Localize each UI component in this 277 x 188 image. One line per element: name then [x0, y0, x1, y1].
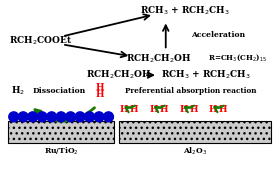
Text: RCH$_2$COOEt: RCH$_2$COOEt	[9, 34, 72, 47]
Circle shape	[47, 112, 57, 122]
Text: RCH$_3$ + RCH$_2$CH$_3$: RCH$_3$ + RCH$_2$CH$_3$	[140, 4, 230, 17]
Text: H: H	[219, 105, 227, 114]
Circle shape	[9, 112, 19, 122]
Circle shape	[94, 112, 104, 122]
Text: H: H	[130, 105, 138, 114]
Text: H: H	[179, 105, 188, 114]
Text: RCH$_2$CH$_2$OH: RCH$_2$CH$_2$OH	[86, 69, 151, 81]
Text: R=CH$_3$(CH$_2$)$_{15}$: R=CH$_3$(CH$_2$)$_{15}$	[208, 53, 267, 64]
Circle shape	[75, 112, 85, 122]
Text: Acceleration: Acceleration	[191, 31, 245, 39]
Text: H: H	[95, 90, 104, 99]
Bar	[119, 121, 271, 143]
Text: H: H	[120, 105, 129, 114]
Text: H: H	[150, 105, 158, 114]
Text: H$_2$: H$_2$	[11, 85, 25, 97]
Circle shape	[56, 112, 66, 122]
Circle shape	[104, 112, 113, 122]
Bar	[8, 121, 114, 143]
Text: H: H	[209, 105, 217, 114]
Circle shape	[18, 112, 28, 122]
Circle shape	[37, 112, 47, 122]
Text: Dissociation: Dissociation	[32, 87, 86, 95]
Circle shape	[84, 112, 94, 122]
Text: RCH$_2$CH$_2$OH: RCH$_2$CH$_2$OH	[126, 52, 192, 64]
Text: Al$_2$O$_3$: Al$_2$O$_3$	[183, 146, 207, 157]
Text: H: H	[160, 105, 168, 114]
Text: H: H	[95, 83, 104, 92]
Circle shape	[28, 112, 38, 122]
Text: Ru/TiO$_2$: Ru/TiO$_2$	[44, 146, 79, 157]
Text: RCH$_3$ + RCH$_2$CH$_3$: RCH$_3$ + RCH$_2$CH$_3$	[161, 69, 251, 81]
Text: Preferential absorption reaction: Preferential absorption reaction	[125, 87, 256, 95]
Circle shape	[66, 112, 76, 122]
Text: H: H	[189, 105, 198, 114]
